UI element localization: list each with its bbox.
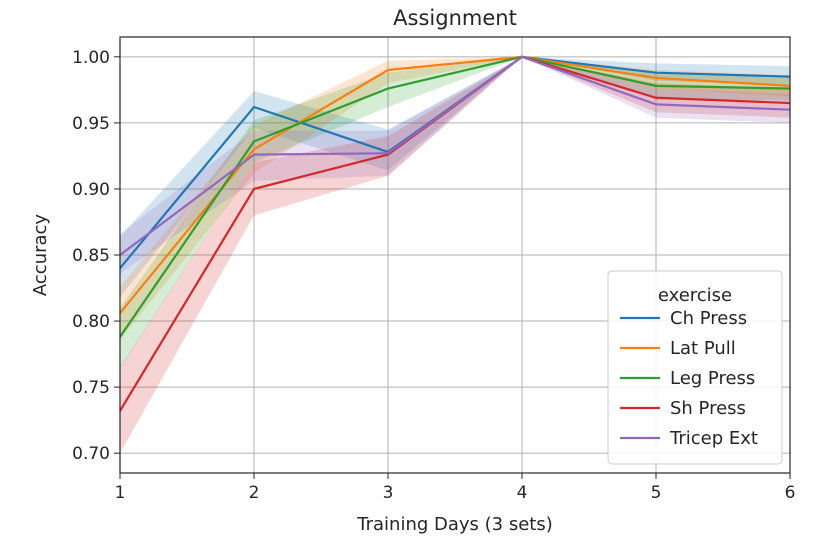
legend-label-1: Lat Pull (670, 338, 736, 359)
y-tick-labels: 0.70 0.75 0.80 0.85 0.90 0.95 1.00 (72, 48, 110, 464)
x-tick-label: 1 (115, 483, 126, 503)
y-tick-label: 1.00 (72, 48, 110, 68)
x-tick-label: 5 (651, 483, 662, 503)
confidence-band-3 (120, 56, 790, 454)
y-tick-label: 0.85 (72, 246, 110, 266)
legend-box (607, 270, 783, 465)
x-tick-labels: 1 2 3 4 5 6 (115, 483, 796, 503)
series-line-4 (119, 55, 791, 256)
series-line-2 (119, 55, 791, 338)
legend-label-2: Leg Press (670, 368, 755, 389)
legend-items: Ch Press Lat Pull Leg Press Sh Press Tricep … (620, 308, 758, 449)
chart-title: Assignment (393, 6, 517, 30)
series-lines (119, 55, 791, 412)
legend-label-4: Tricep Ext (669, 428, 758, 449)
legend-title: exercise (658, 285, 732, 306)
series-line-1 (119, 55, 791, 314)
y-tick-label: 0.70 (72, 444, 110, 464)
y-axis-label: Accuracy (30, 214, 51, 297)
y-tick-label: 0.80 (72, 312, 110, 332)
legend-label-0: Ch Press (670, 308, 747, 329)
y-tick-label: 0.90 (72, 180, 110, 200)
confidence-band-4 (120, 56, 790, 274)
axis-ticks (114, 56, 791, 479)
x-tick-label: 4 (517, 483, 528, 503)
y-tick-label: 0.75 (72, 378, 110, 398)
legend-label-3: Sh Press (670, 398, 746, 419)
x-axis-label: Training Days (3 sets) (356, 514, 553, 535)
x-tick-label: 6 (785, 483, 796, 503)
confidence-band-0 (120, 56, 790, 298)
x-tick-label: 3 (383, 483, 394, 503)
legend: exercise Ch Press Lat Pull Leg Press Sh Pre… (607, 270, 783, 465)
confidence-band-2 (120, 56, 790, 369)
y-tick-label: 0.95 (72, 114, 110, 134)
x-tick-label: 2 (249, 483, 260, 503)
